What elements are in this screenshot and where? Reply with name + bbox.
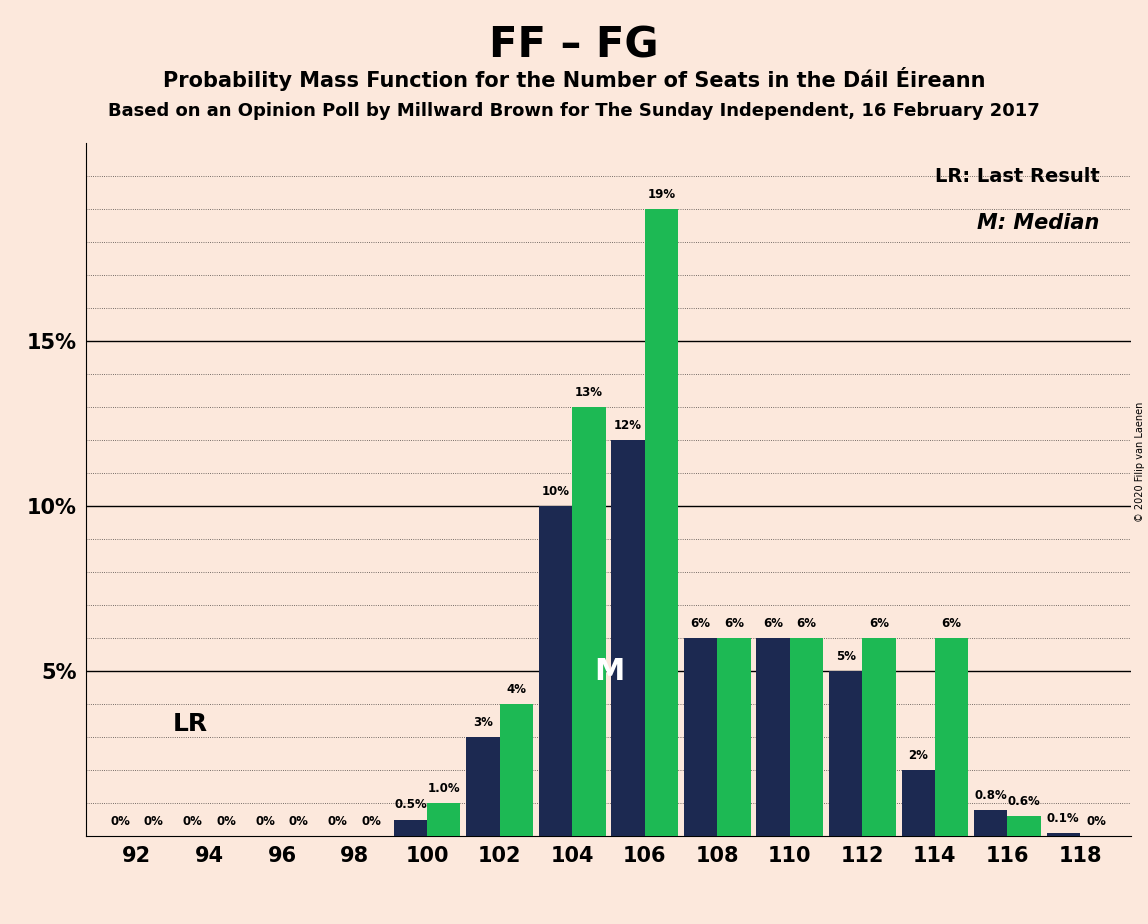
Text: Based on an Opinion Poll by Millward Brown for The Sunday Independent, 16 Februa: Based on an Opinion Poll by Millward Bro… xyxy=(108,102,1040,119)
Bar xyxy=(684,638,718,836)
Text: FF – FG: FF – FG xyxy=(489,25,659,67)
Text: 0%: 0% xyxy=(328,815,348,828)
Bar xyxy=(862,638,895,836)
Text: M: M xyxy=(594,657,625,686)
Bar xyxy=(572,407,605,836)
Bar xyxy=(427,803,460,836)
Text: 0%: 0% xyxy=(362,815,381,828)
Text: 0.6%: 0.6% xyxy=(1008,796,1040,808)
Text: M: Median: M: Median xyxy=(977,213,1100,233)
Text: 10%: 10% xyxy=(542,485,569,498)
Text: 0.1%: 0.1% xyxy=(1047,811,1079,825)
Text: 6%: 6% xyxy=(941,617,962,630)
Bar xyxy=(901,771,934,836)
Text: 3%: 3% xyxy=(473,716,492,729)
Text: 0%: 0% xyxy=(183,815,203,828)
Bar xyxy=(934,638,968,836)
Text: 13%: 13% xyxy=(575,386,603,399)
Text: 0.8%: 0.8% xyxy=(975,788,1007,802)
Text: 6%: 6% xyxy=(797,617,816,630)
Text: 0%: 0% xyxy=(289,815,309,828)
Text: 0%: 0% xyxy=(1087,815,1107,828)
Bar xyxy=(829,671,862,836)
Text: 4%: 4% xyxy=(506,683,526,696)
Text: 6%: 6% xyxy=(724,617,744,630)
Text: 0.5%: 0.5% xyxy=(394,798,427,811)
Text: LR: Last Result: LR: Last Result xyxy=(934,167,1100,187)
Bar xyxy=(645,209,678,836)
Bar xyxy=(1047,833,1080,836)
Text: 19%: 19% xyxy=(647,188,675,201)
Text: 2%: 2% xyxy=(908,749,928,762)
Text: 0%: 0% xyxy=(216,815,236,828)
Text: 6%: 6% xyxy=(763,617,783,630)
Text: 6%: 6% xyxy=(869,617,889,630)
Bar xyxy=(974,809,1008,836)
Bar xyxy=(1008,817,1041,836)
Bar xyxy=(757,638,790,836)
Text: 0%: 0% xyxy=(144,815,163,828)
Bar xyxy=(612,440,645,836)
Text: 1.0%: 1.0% xyxy=(427,782,460,795)
Text: 12%: 12% xyxy=(614,419,642,432)
Bar xyxy=(538,506,572,836)
Text: LR: LR xyxy=(173,711,208,736)
Text: 0%: 0% xyxy=(110,815,130,828)
Bar xyxy=(394,820,427,836)
Text: 6%: 6% xyxy=(691,617,711,630)
Bar xyxy=(718,638,751,836)
Text: 0%: 0% xyxy=(255,815,276,828)
Bar xyxy=(499,704,533,836)
Text: 5%: 5% xyxy=(836,650,855,663)
Bar xyxy=(790,638,823,836)
Text: Probability Mass Function for the Number of Seats in the Dáil Éireann: Probability Mass Function for the Number… xyxy=(163,67,985,91)
Text: © 2020 Filip van Laenen: © 2020 Filip van Laenen xyxy=(1135,402,1145,522)
Bar xyxy=(466,737,499,836)
